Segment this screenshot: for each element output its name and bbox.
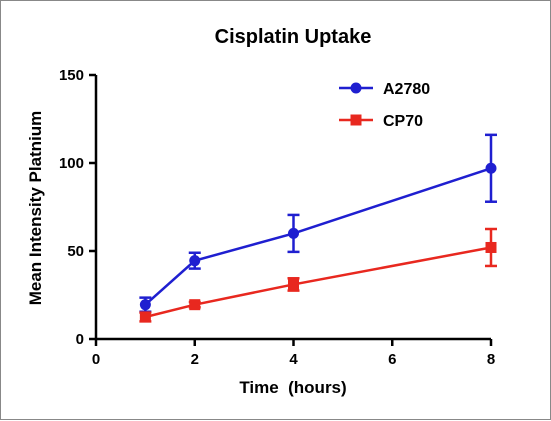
data-point: [485, 241, 497, 253]
series-line: [145, 246, 492, 319]
series-a2780: [139, 133, 497, 313]
x-tick-label: 0: [92, 351, 100, 368]
x-tick-label: 6: [388, 351, 396, 368]
data-point: [288, 278, 299, 290]
x-tick-label: 2: [191, 351, 199, 368]
legend-marker: [350, 82, 362, 94]
series-cp70: [139, 227, 497, 323]
data-point: [189, 255, 201, 267]
x-tick-label: 4: [289, 351, 298, 368]
y-tick-label: 150: [59, 67, 84, 84]
data-point: [139, 311, 151, 323]
x-axis-label: Time (hours): [239, 378, 346, 397]
data-point: [139, 299, 151, 311]
legend-label: A2780: [383, 81, 430, 98]
y-tick-label: 50: [67, 243, 84, 260]
y-axis-label: Mean Intensity Platnium: [26, 111, 45, 306]
y-tick-label: 100: [59, 155, 84, 172]
y-tick-label: 0: [76, 331, 84, 348]
x-tick-label: 8: [487, 351, 495, 368]
data-point: [288, 227, 299, 239]
legend-label: CP70: [383, 113, 423, 130]
chart-title: Cisplatin Uptake: [215, 26, 372, 48]
plot-area: 0 2 4 6 8 0 50 100 150 A2780 CP70: [59, 67, 497, 368]
legend-item-a2780: A2780: [339, 81, 430, 98]
series-line: [144, 167, 492, 306]
data-point: [485, 162, 497, 174]
legend-item-cp70: CP70: [339, 113, 423, 130]
data-point: [189, 299, 201, 311]
legend-marker: [350, 114, 362, 126]
